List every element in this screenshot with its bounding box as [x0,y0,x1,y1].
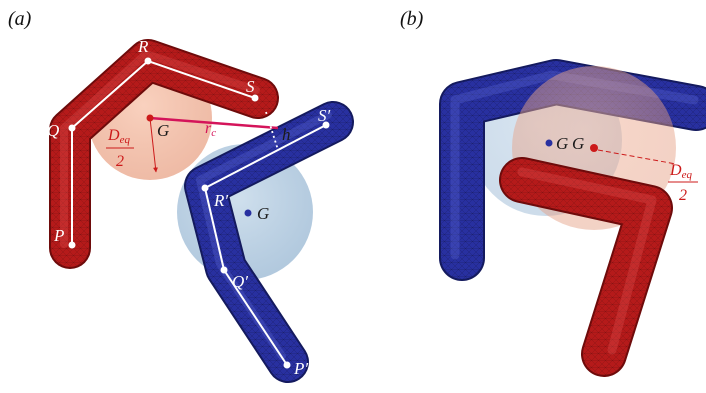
label-G-blue-a: G [257,204,269,223]
label-G-red-a: G [157,121,169,140]
red-skeleton-points [68,57,259,249]
point-Q [68,124,76,132]
point-S [251,94,259,102]
label-G-red-b: G [572,134,584,153]
label-S-prime: S′ [318,106,331,125]
panel-a-label: (a) [8,8,32,30]
label-h: h [282,125,291,144]
point-R-prime [201,184,209,192]
deq-radius-arrow [149,117,158,173]
centroid-blue-b [545,139,553,147]
point-P [68,241,76,249]
label-deq-den-a: 2 [116,153,124,170]
label-deq-den-b: 2 [679,187,687,204]
label-P: P [53,226,64,245]
centroid-blue-a [244,209,252,217]
gap-h-line [265,111,279,151]
point-S-prime [322,121,330,129]
label-R-prime: R′ [213,191,228,210]
red-skeleton-line [71,59,256,245]
deq-radius-line-b [597,149,677,165]
label-deq-a: Deq [107,127,130,146]
point-R [144,57,152,65]
label-Q-prime: Q′ [232,272,248,291]
blue-skeleton-line [203,124,327,366]
centroid-red-b [590,144,598,152]
panel-b-label: (b) [400,8,424,30]
label-rc: rc [205,120,216,139]
label-Q: Q [47,121,59,140]
red-rod-b [499,157,673,377]
label-R: R [137,37,149,56]
label-deq-b: Deq [669,162,692,181]
label-P-prime: P′ [293,359,308,378]
label-G-blue-b: G [556,134,568,153]
point-P-prime [283,361,291,369]
point-Q-prime [220,266,228,274]
rc-radius-line [149,116,279,130]
blue-skeleton-points [201,121,330,369]
label-S: S [246,77,255,96]
